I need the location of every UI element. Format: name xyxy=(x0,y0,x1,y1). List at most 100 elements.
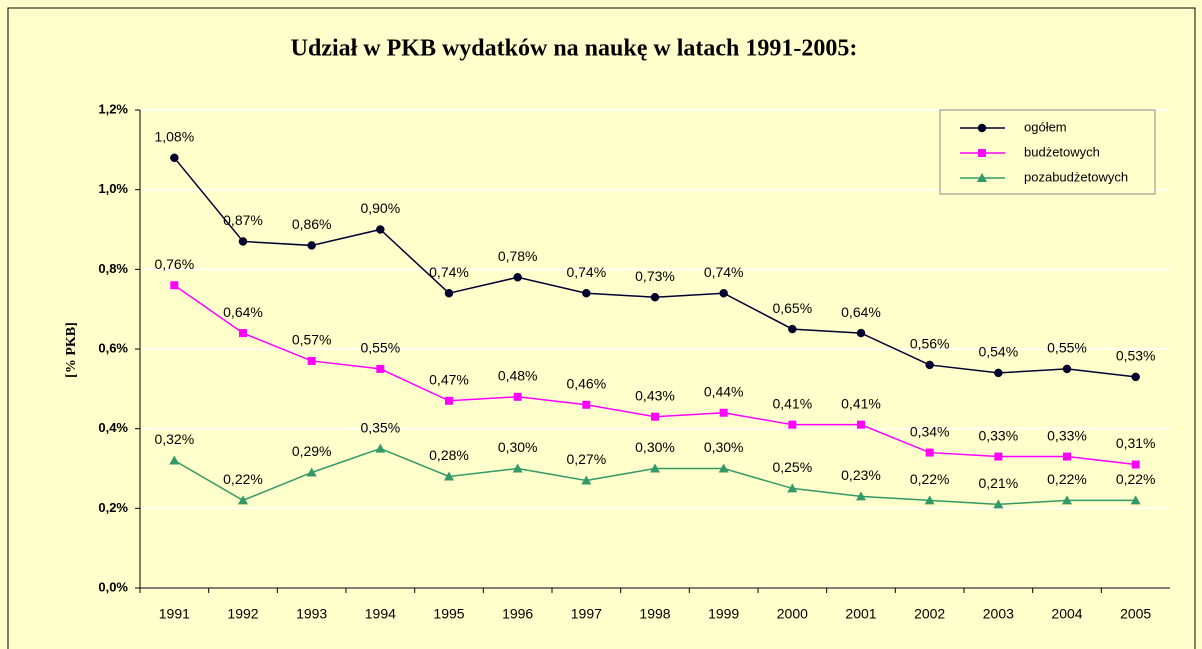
data-label: 0,46% xyxy=(566,375,606,391)
data-label: 0,43% xyxy=(635,387,675,403)
y-tick-label: 0,2% xyxy=(98,500,128,515)
marker xyxy=(1063,452,1071,461)
data-label: 0,32% xyxy=(154,431,194,447)
marker xyxy=(307,356,316,365)
marker xyxy=(582,400,591,409)
data-label: 0,55% xyxy=(1047,340,1087,356)
data-label: 0,47% xyxy=(429,371,469,387)
marker xyxy=(1062,495,1072,505)
marker xyxy=(993,499,1004,509)
marker xyxy=(238,495,248,505)
data-label: 0,86% xyxy=(292,216,332,232)
data-label: 0,74% xyxy=(566,264,606,280)
x-tick-label: 1995 xyxy=(433,606,464,622)
marker xyxy=(513,273,522,282)
x-tick-label: 1992 xyxy=(227,606,258,622)
x-tick-label: 1993 xyxy=(296,606,327,622)
y-tick-label: 1,2% xyxy=(98,101,128,116)
data-label: 0,41% xyxy=(772,395,812,411)
x-tick-label: 1991 xyxy=(159,606,190,622)
data-label: 0,25% xyxy=(772,459,812,475)
marker xyxy=(170,281,179,290)
data-label: 0,30% xyxy=(498,439,538,455)
x-tick-label: 2002 xyxy=(914,606,945,622)
legend-label: ogółem xyxy=(1024,119,1067,134)
marker xyxy=(994,368,1003,378)
data-label: 0,31% xyxy=(1116,435,1156,451)
marker xyxy=(856,491,866,501)
data-label: 0,21% xyxy=(978,475,1018,491)
y-tick-label: 0,8% xyxy=(98,261,128,276)
data-label: 0,22% xyxy=(1047,471,1087,487)
marker xyxy=(1131,460,1140,469)
data-label: 0,27% xyxy=(566,451,606,467)
data-label: 0,34% xyxy=(910,423,950,439)
data-label: 0,64% xyxy=(841,304,881,320)
data-label: 0,41% xyxy=(841,395,881,411)
frame xyxy=(7,7,1196,649)
marker xyxy=(651,412,659,421)
marker xyxy=(856,328,866,338)
marker xyxy=(788,324,797,334)
marker xyxy=(306,467,317,477)
data-label: 0,57% xyxy=(292,332,332,348)
marker xyxy=(650,463,660,473)
marker xyxy=(977,173,987,182)
marker xyxy=(650,292,660,302)
data-label: 0,29% xyxy=(292,443,332,459)
marker xyxy=(444,471,454,481)
data-label: 0,56% xyxy=(910,336,950,352)
marker xyxy=(788,420,797,429)
plot: 1,08% 0,87% 0,86% 0,90% 0,74% 0,78% 0,74% 0,73%… xyxy=(154,129,1156,509)
legend xyxy=(939,109,1156,195)
chart-title: Udział w PKB wydatków na naukę w latach … xyxy=(291,36,858,62)
x-tick-label: 2001 xyxy=(845,606,876,622)
data-label: 0,23% xyxy=(841,467,881,483)
data-label: 0,28% xyxy=(429,447,469,463)
data-label: 0,54% xyxy=(978,344,1018,360)
marker xyxy=(375,443,386,453)
data-label: 0,44% xyxy=(704,383,744,399)
marker xyxy=(787,483,798,493)
marker xyxy=(1062,364,1072,374)
legend-label: budżetowych xyxy=(1024,144,1100,159)
data-label: 0,35% xyxy=(360,419,400,435)
marker xyxy=(170,153,179,163)
legend-label: pozabudżetowych xyxy=(1024,169,1128,184)
data-label: 0,90% xyxy=(360,200,400,216)
marker xyxy=(512,463,523,473)
marker xyxy=(444,288,454,298)
marker xyxy=(239,329,247,338)
marker xyxy=(925,360,934,370)
x-tick-label: 1996 xyxy=(502,606,533,622)
marker xyxy=(169,455,180,465)
y-tick-label: 1,0% xyxy=(98,181,128,196)
data-label: 0,73% xyxy=(635,268,675,284)
data-label: 0,65% xyxy=(772,300,812,316)
y-tick-label: 0,0% xyxy=(98,579,128,594)
marker xyxy=(1131,372,1140,382)
data-label: 0,30% xyxy=(635,439,675,455)
data-label: 0,74% xyxy=(429,264,469,280)
data-label: 0,74% xyxy=(704,264,744,280)
marker xyxy=(445,396,453,405)
marker xyxy=(978,149,986,157)
data-label: 0,87% xyxy=(223,212,263,228)
marker xyxy=(307,241,316,250)
marker xyxy=(857,420,865,429)
marker xyxy=(718,463,729,473)
data-label: 0,22% xyxy=(910,471,950,487)
x-tick-label: 2000 xyxy=(777,606,808,622)
marker xyxy=(376,225,385,234)
data-label: 0,55% xyxy=(360,340,400,356)
x-tick-label: 2003 xyxy=(983,606,1014,622)
x-tick-label: 1998 xyxy=(639,606,670,622)
y-tick-label: 0,4% xyxy=(98,420,128,435)
marker xyxy=(581,475,592,485)
y-tick-label: 0,6% xyxy=(98,340,128,355)
data-label: 1,08% xyxy=(154,129,194,145)
marker xyxy=(376,364,385,373)
marker xyxy=(582,288,591,298)
